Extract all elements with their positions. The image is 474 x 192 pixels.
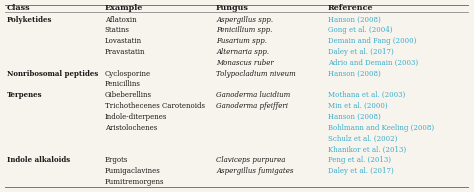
Text: Polyketides: Polyketides [7,16,53,24]
Text: Adrio and Demain (2003): Adrio and Demain (2003) [328,59,418,67]
Text: Example: Example [105,4,143,12]
Text: Cyclosporine: Cyclosporine [105,70,151,78]
Text: Daley et al. (2017): Daley et al. (2017) [328,167,393,175]
Text: Khanikor et al. (2013): Khanikor et al. (2013) [328,145,406,153]
Text: Hanson (2008): Hanson (2008) [328,113,380,121]
Text: Ganoderma lucidium: Ganoderma lucidium [216,91,291,99]
Text: Hanson (2008): Hanson (2008) [328,16,380,24]
Text: Fusarium spp.: Fusarium spp. [216,37,267,45]
Text: Fungus: Fungus [216,4,249,12]
Text: Trichothecenes Carotenoids: Trichothecenes Carotenoids [105,102,205,110]
Text: Pravastatin: Pravastatin [105,48,145,56]
Text: Peng et al. (2013): Peng et al. (2013) [328,156,391,164]
Text: Penicillins: Penicillins [105,80,140,89]
Text: Ergots: Ergots [105,156,128,164]
Text: Terpenes: Terpenes [7,91,43,99]
Text: Aspergillus spp.: Aspergillus spp. [216,16,273,24]
Text: Aflatoxin: Aflatoxin [105,16,136,24]
Text: Lovastatin: Lovastatin [105,37,142,45]
Text: Gong et al. (2004): Gong et al. (2004) [328,26,392,34]
Text: Alternaria spp.: Alternaria spp. [216,48,269,56]
Text: Aristolochenes: Aristolochenes [105,124,157,132]
Text: Aspergillus fumigates: Aspergillus fumigates [216,167,293,175]
Text: Penicillium spp.: Penicillium spp. [216,26,273,34]
Text: Bohlmann and Keeling (2008): Bohlmann and Keeling (2008) [328,124,434,132]
Text: Fumitremorgens: Fumitremorgens [105,178,164,186]
Text: Schulz et al. (2002): Schulz et al. (2002) [328,135,397,143]
Text: Statins: Statins [105,26,129,34]
Text: Nonribosomal peptides: Nonribosomal peptides [7,70,98,78]
Text: Class: Class [7,4,31,12]
Text: Gibeberellins: Gibeberellins [105,91,152,99]
Text: Min et al. (2000): Min et al. (2000) [328,102,387,110]
Text: Demain and Fang (2000): Demain and Fang (2000) [328,37,416,45]
Text: Fumigaclavines: Fumigaclavines [105,167,160,175]
Text: Daley et al. (2017): Daley et al. (2017) [328,48,393,56]
Text: Indole-diterpenes: Indole-diterpenes [105,113,167,121]
Text: Ganoderma pfeifferi: Ganoderma pfeifferi [216,102,288,110]
Text: Tolypocladium niveum: Tolypocladium niveum [216,70,296,78]
Text: Claviceps purpurea: Claviceps purpurea [216,156,285,164]
Text: Indole alkaloids: Indole alkaloids [7,156,70,164]
Text: Hanson (2008): Hanson (2008) [328,70,380,78]
Text: Mothana et al. (2003): Mothana et al. (2003) [328,91,405,99]
Text: Monascus ruber: Monascus ruber [216,59,274,67]
Text: Reference: Reference [328,4,373,12]
